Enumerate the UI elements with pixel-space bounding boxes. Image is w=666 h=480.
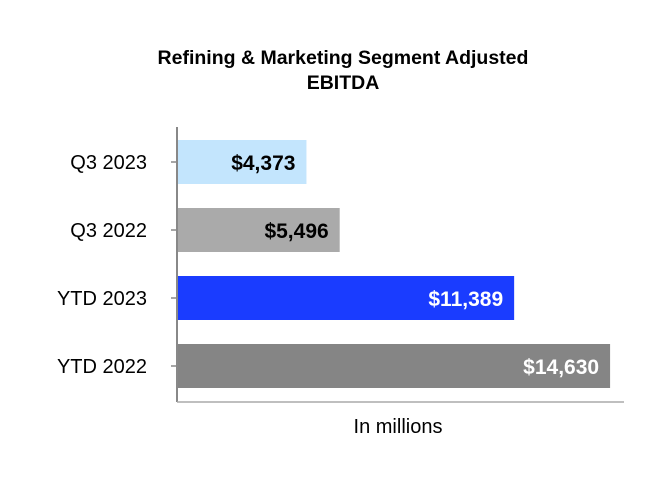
x-axis-label: In millions bbox=[354, 416, 443, 438]
category-label: Q3 2022 bbox=[70, 220, 147, 242]
value-label: $4,373 bbox=[231, 152, 295, 175]
bar-q3-2023 bbox=[178, 140, 307, 184]
bar-ytd-2023 bbox=[178, 276, 515, 320]
chart-title-line-1: Refining & Marketing Segment Adjusted bbox=[158, 47, 529, 69]
category-label: YTD 2022 bbox=[57, 356, 147, 378]
value-label: $14,630 bbox=[523, 356, 599, 379]
chart-title-line-2: EBITDA bbox=[307, 72, 380, 94]
bar-ytd-2022 bbox=[178, 344, 611, 388]
value-label: $5,496 bbox=[264, 220, 328, 243]
bar-q3-2022 bbox=[178, 208, 340, 252]
category-label: Q3 2023 bbox=[70, 152, 147, 174]
category-label: YTD 2023 bbox=[57, 288, 147, 310]
value-label: $11,389 bbox=[428, 288, 503, 311]
